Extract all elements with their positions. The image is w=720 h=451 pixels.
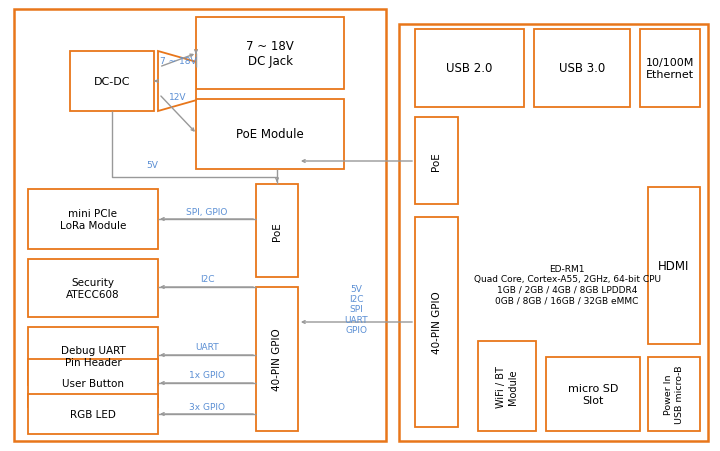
- Text: UART: UART: [195, 343, 219, 352]
- Bar: [70, 52, 154, 112]
- Text: ED-RM1
Quad Core, Cortex-A55, 2GHz, 64-bit CPU
1GB / 2GB / 4GB / 8GB LPDDR4
0GB : ED-RM1 Quad Core, Cortex-A55, 2GHz, 64-b…: [474, 264, 660, 304]
- Text: 5V: 5V: [146, 160, 158, 169]
- Text: mini PCIe
LoRa Module: mini PCIe LoRa Module: [60, 209, 126, 230]
- Text: User Button: User Button: [62, 378, 124, 388]
- Text: Power In
USB micro-B: Power In USB micro-B: [665, 365, 684, 423]
- Bar: [28, 189, 158, 249]
- Bar: [399, 25, 708, 441]
- Text: micro SD
Slot: micro SD Slot: [568, 383, 618, 405]
- Text: HDMI: HDMI: [658, 259, 690, 272]
- Text: PoE Module: PoE Module: [236, 128, 304, 141]
- Text: RGB LED: RGB LED: [70, 409, 116, 419]
- Text: 7 ~ 18V: 7 ~ 18V: [160, 57, 197, 66]
- Bar: [196, 18, 344, 90]
- Bar: [534, 30, 630, 108]
- Bar: [28, 394, 158, 434]
- Bar: [196, 100, 344, 170]
- Bar: [415, 217, 458, 427]
- Text: 40-PIN GPIO: 40-PIN GPIO: [272, 328, 282, 391]
- Text: 12V: 12V: [169, 93, 186, 102]
- Text: Debug UART
Pin Header: Debug UART Pin Header: [60, 345, 125, 367]
- Bar: [256, 184, 298, 277]
- Text: USB 2.0: USB 2.0: [446, 62, 492, 75]
- Bar: [648, 357, 700, 431]
- Text: 40-PIN GPIO: 40-PIN GPIO: [431, 291, 441, 354]
- Text: 5V
I2C
SPI
UART
GPIO: 5V I2C SPI UART GPIO: [344, 284, 368, 335]
- Text: PoE: PoE: [272, 221, 282, 240]
- Text: 10/100M
Ethernet: 10/100M Ethernet: [646, 58, 694, 80]
- Text: DC-DC: DC-DC: [94, 77, 130, 87]
- Polygon shape: [158, 52, 196, 112]
- Bar: [14, 10, 386, 441]
- Bar: [256, 287, 298, 431]
- Bar: [648, 188, 700, 344]
- Bar: [415, 30, 524, 108]
- Text: Security
ATECC608: Security ATECC608: [66, 277, 120, 299]
- Bar: [28, 359, 158, 407]
- Bar: [640, 30, 700, 108]
- Text: PoE: PoE: [431, 152, 441, 170]
- Text: USB 3.0: USB 3.0: [559, 62, 605, 75]
- Text: WiFi / BT
Module: WiFi / BT Module: [496, 365, 518, 407]
- Text: I2C: I2C: [199, 275, 215, 284]
- Bar: [415, 118, 458, 205]
- Text: 1x GPIO: 1x GPIO: [189, 371, 225, 380]
- Text: 3x GPIO: 3x GPIO: [189, 401, 225, 410]
- Bar: [546, 357, 640, 431]
- Bar: [28, 327, 158, 385]
- Bar: [478, 341, 536, 431]
- Text: SPI, GPIO: SPI, GPIO: [186, 207, 228, 216]
- Text: 7 ~ 18V
DC Jack: 7 ~ 18V DC Jack: [246, 40, 294, 68]
- Bar: [28, 259, 158, 318]
